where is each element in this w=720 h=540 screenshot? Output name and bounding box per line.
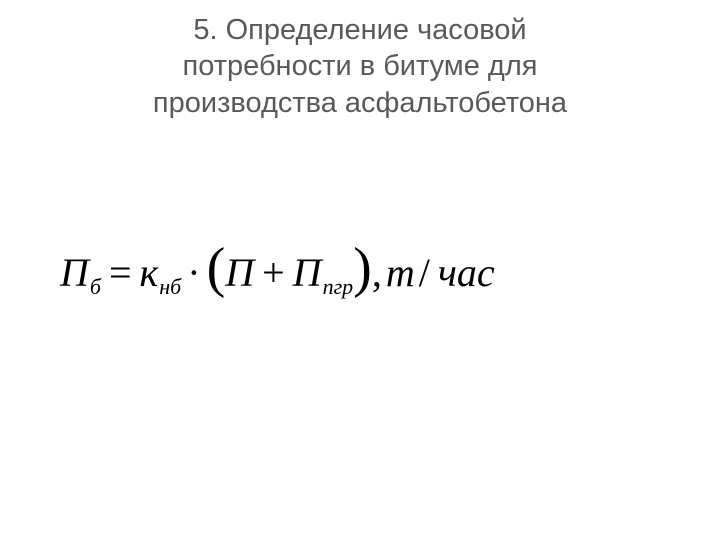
formula-container: П б = к нб · ( П + П пгр ) , т / час [60,240,660,304]
lhs-sub: б [90,274,101,300]
coef-base: к [140,249,159,296]
right-paren: ) [353,236,372,300]
lhs-base: П [60,249,89,296]
plus-sign: + [262,249,285,296]
coef-sub: нб [159,274,181,300]
title-line-3: производства асфальтобетона [40,85,680,121]
term2-sub: пгр [323,274,354,300]
multiply-dot: · [187,249,200,296]
formula: П б = к нб · ( П + П пгр ) , т / час [60,240,495,304]
term2: П пгр [293,249,353,296]
coefficient: к нб [140,249,182,296]
term1-base: П [225,249,254,296]
lhs-variable: П б [60,249,101,296]
slash: / [419,249,430,296]
title-line-1: 5. Определение часовой [40,12,680,48]
term2-base: П [293,249,322,296]
equals-sign: = [109,249,132,296]
term1: П [225,249,254,296]
title-line-2: потребности в битуме для [40,48,680,84]
unit-time: час [438,249,495,296]
unit-t: т [386,249,415,296]
slide-title: 5. Определение часовой потребности в бит… [0,0,720,121]
comma: , [372,249,382,296]
left-paren: ( [207,236,226,300]
